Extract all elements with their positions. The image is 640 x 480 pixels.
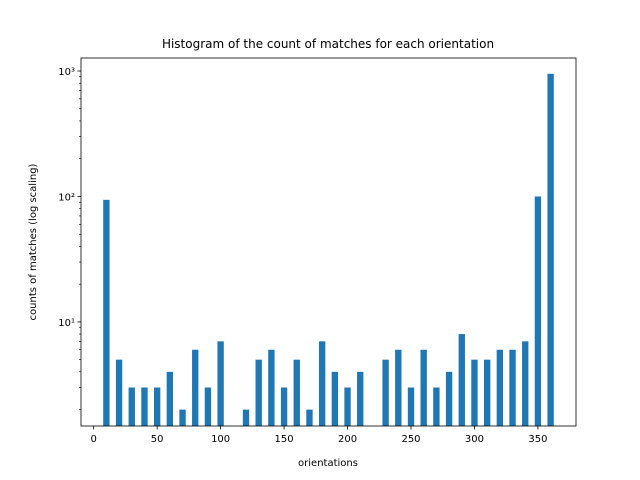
bar [509, 349, 516, 426]
bar [128, 387, 135, 426]
bar [522, 341, 529, 426]
bar [192, 349, 199, 426]
bar [242, 409, 250, 426]
bar [547, 73, 554, 427]
bar [395, 349, 402, 426]
bar [217, 341, 224, 426]
bar [115, 359, 123, 426]
bar [483, 359, 491, 426]
x-tick-label: 100 [211, 434, 230, 445]
bar [420, 349, 427, 426]
y-tick-label: 10¹ [58, 318, 75, 329]
bar [331, 371, 339, 426]
x-tick-label: 300 [465, 434, 484, 445]
bar [433, 387, 440, 426]
x-tick-label: 250 [401, 434, 420, 445]
bar [166, 371, 174, 426]
chart-title: Histogram of the count of matches for ea… [162, 37, 494, 51]
y-tick-label: 10² [58, 192, 75, 203]
bar [407, 387, 415, 426]
bar [280, 387, 288, 426]
bar [496, 349, 504, 426]
bar [382, 359, 389, 426]
bar [306, 409, 313, 426]
bar [293, 359, 300, 426]
bar [268, 349, 275, 426]
bar [255, 359, 262, 426]
y-axis-label: counts of matches (log scaling) [28, 163, 39, 320]
bar [445, 371, 453, 426]
bar [153, 387, 161, 426]
x-tick-label: 50 [151, 434, 164, 445]
bar [458, 334, 465, 426]
x-tick-label: 350 [528, 434, 547, 445]
bar [204, 387, 212, 426]
bar [344, 387, 351, 426]
bar [141, 387, 148, 426]
bar [318, 341, 326, 426]
bar [357, 371, 364, 426]
bar [471, 359, 478, 426]
x-tick-label: 150 [275, 434, 294, 445]
x-tick-label: 0 [91, 434, 97, 445]
bar [534, 196, 542, 426]
y-tick-label: 10³ [58, 67, 75, 78]
bar [103, 199, 110, 426]
x-tick-label: 200 [338, 434, 357, 445]
bar [179, 409, 186, 426]
x-axis-label: orientations [298, 458, 358, 469]
plot-frame [80, 57, 577, 427]
